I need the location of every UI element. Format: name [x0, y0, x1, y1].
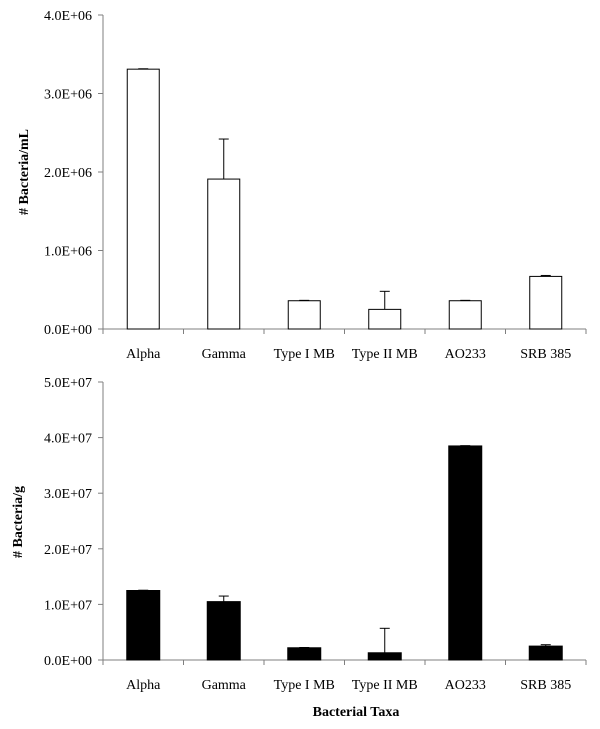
chart-bottom-bar [528, 645, 563, 661]
chart-top-category-label: Type I MB [274, 347, 335, 362]
chart-bottom-y-tick-label: 4.0E+07 [44, 432, 92, 447]
chart-top-bar [126, 68, 160, 330]
chart-bottom-category-label: AO233 [445, 678, 486, 693]
chart-bottom-xlabel: Bacterial Taxa [313, 705, 400, 720]
chart-top: # Bacteria/mL 0.0E+00 1.0E+06 2.0E+06 3.0E+… [17, 9, 587, 362]
chart-top-y-tick-label: 4.0E+06 [44, 9, 92, 24]
chart-top-y-tick-label: 0.0E+00 [44, 323, 92, 338]
chart-bottom-bar [448, 445, 483, 661]
chart-bottom: # Bacteria/g Bacterial Taxa 0.0E+00 1.0E+… [11, 376, 587, 720]
chart-top-category-label: Type II MB [352, 347, 418, 362]
chart-bottom-category-label: Gamma [202, 678, 247, 693]
chart-top-y-tick-label: 3.0E+06 [44, 88, 92, 103]
chart-bottom-y-tick-label: 2.0E+07 [44, 543, 92, 558]
chart-top-bar [448, 300, 482, 330]
chart-bottom-category-label: SRB 385 [520, 678, 571, 693]
chart-bottom-y-tick-label: 1.0E+07 [44, 598, 92, 613]
chart-bottom-y-tick-label: 5.0E+07 [44, 376, 92, 391]
chart-bottom-bar [367, 652, 402, 661]
chart-top-category-label: Alpha [126, 347, 161, 362]
chart-top-bar [529, 275, 563, 330]
chart-top-y-tick-label: 1.0E+06 [44, 245, 92, 260]
chart-top-bar [207, 178, 241, 330]
chart-top-category-label: SRB 385 [520, 347, 571, 362]
chart-bottom-ylabel: # Bacteria/g [11, 486, 26, 558]
chart-bottom-y-tick-label: 3.0E+07 [44, 487, 92, 502]
chart-top-bar [287, 300, 321, 330]
chart-bottom-y-tick-label: 0.0E+00 [44, 654, 92, 669]
chart-bottom-category-label: Type II MB [352, 678, 418, 693]
chart-top-bar [368, 308, 402, 330]
chart-bottom-category-label: Alpha [126, 678, 161, 693]
chart-bottom-bar [126, 590, 161, 661]
chart-bottom-bar [287, 647, 322, 661]
chart-bottom-category-label: Type I MB [274, 678, 335, 693]
chart-top-category-label: AO233 [445, 347, 486, 362]
chart-top-ylabel: # Bacteria/mL [17, 129, 32, 215]
chart-top-y-tick-label: 2.0E+06 [44, 166, 92, 181]
chart-top-category-label: Gamma [202, 347, 247, 362]
chart-bottom-bar [206, 601, 241, 661]
